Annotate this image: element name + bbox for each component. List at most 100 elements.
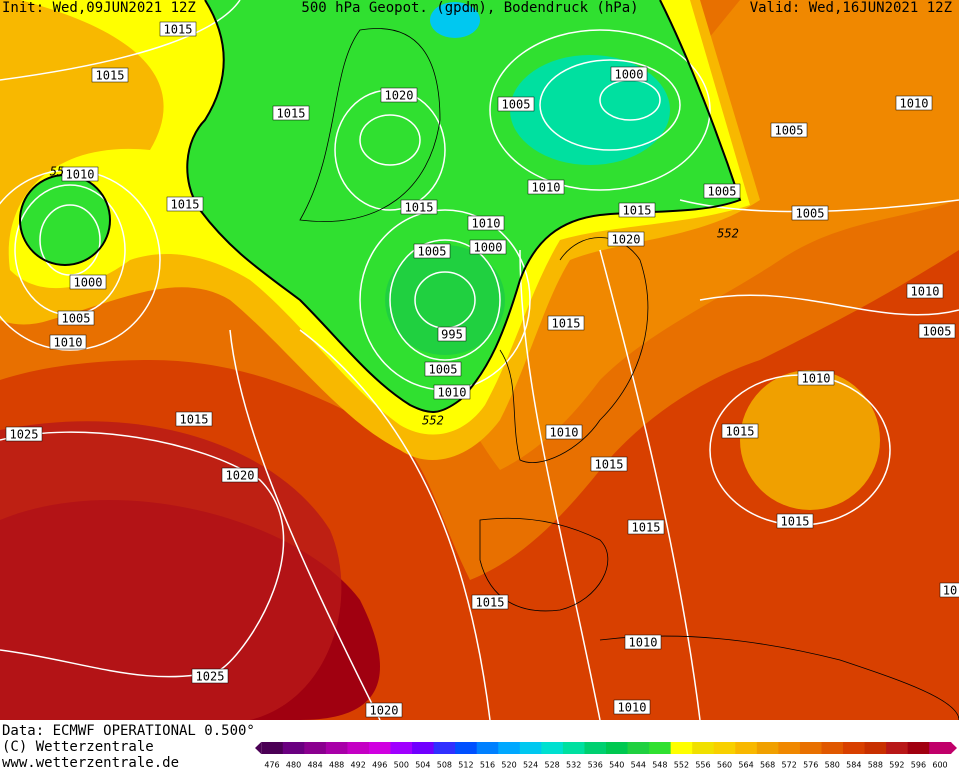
isobar-label-box bbox=[437, 326, 467, 342]
isobar-label-box bbox=[191, 668, 229, 684]
colorbar-swatch bbox=[455, 742, 478, 754]
contour-label: 552 bbox=[422, 414, 444, 428]
colorbar-swatch bbox=[929, 742, 952, 754]
isobar-label-box bbox=[469, 239, 507, 255]
field-orange2 bbox=[430, 0, 959, 470]
colorbar-label: 560 bbox=[717, 761, 732, 770]
isobar-label: 1005 bbox=[796, 207, 825, 221]
footer-url: www.wetterzentrale.de bbox=[2, 755, 179, 770]
isobar-label: 1015 bbox=[632, 521, 661, 535]
colorbar-swatch bbox=[282, 742, 305, 754]
isobar-label-box bbox=[400, 199, 438, 215]
isobar-label-box bbox=[424, 361, 462, 377]
colorbar-swatch bbox=[907, 742, 930, 754]
colorbar-label: 568 bbox=[760, 761, 775, 770]
field-green-west bbox=[20, 175, 110, 265]
colorbar-label: 512 bbox=[458, 761, 473, 770]
isobar-label-box bbox=[776, 513, 814, 529]
field-dark2 bbox=[0, 421, 342, 720]
isobar-label: 1015 bbox=[726, 425, 755, 439]
isobar-label-box bbox=[471, 594, 509, 610]
valid-time: Valid: Wed,16JUN2021 12Z bbox=[750, 0, 952, 16]
colorbar-swatch bbox=[649, 742, 672, 754]
isobar-label-box bbox=[590, 456, 628, 472]
colorbar-label: 552 bbox=[674, 761, 689, 770]
colorbar-label: 532 bbox=[566, 761, 581, 770]
isobar-label: 1025 bbox=[196, 670, 225, 684]
isobar-label-box bbox=[380, 87, 418, 103]
isobar-label-box bbox=[221, 467, 259, 483]
colorbar-swatch bbox=[627, 742, 650, 754]
colorbar-swatch bbox=[713, 742, 736, 754]
isobar-label: 1005 bbox=[775, 124, 804, 138]
isobar-label: 1010 bbox=[472, 217, 501, 231]
isobar-label: 1010 bbox=[618, 701, 647, 715]
colorbar-label: 520 bbox=[501, 761, 516, 770]
isobar-label-box bbox=[895, 95, 933, 111]
colorbar-label: 588 bbox=[868, 761, 883, 770]
colorbar-label: 600 bbox=[932, 761, 947, 770]
colorbar-label: 580 bbox=[825, 761, 840, 770]
isobar-label: 1010 bbox=[54, 336, 83, 350]
isobar-label: 1015 bbox=[277, 107, 306, 121]
isobar-label: 1000 bbox=[474, 241, 503, 255]
colorbar-swatch bbox=[304, 742, 327, 754]
isobar-label: 1020 bbox=[370, 704, 399, 718]
colorbar-swatch bbox=[735, 742, 758, 754]
isobar-label-box bbox=[69, 274, 107, 290]
colorbar-label: 596 bbox=[911, 761, 926, 770]
colorbar-swatch bbox=[433, 742, 456, 754]
isobar-label: 1010 bbox=[532, 181, 561, 195]
isobar-label-box bbox=[791, 205, 829, 221]
colorbar-swatch bbox=[821, 742, 844, 754]
isobar-label-box bbox=[939, 582, 959, 598]
isobar-label-box bbox=[49, 334, 87, 350]
isobar-label: 1010 bbox=[438, 386, 467, 400]
colorbar-label: 556 bbox=[695, 761, 710, 770]
isobar-label-box bbox=[618, 202, 656, 218]
colorbar-swatch bbox=[670, 742, 693, 754]
colorbar-label: 536 bbox=[588, 761, 603, 770]
isobar-label-box bbox=[166, 196, 204, 212]
isobar-label: 1015 bbox=[595, 458, 624, 472]
isobar-label: 1015 bbox=[171, 198, 200, 212]
isobar-label-box bbox=[57, 310, 95, 326]
init-time: Init: Wed,09JUN2021 12Z bbox=[2, 0, 196, 16]
isobar-label: 1000 bbox=[615, 68, 644, 82]
isobar-label: 1010 bbox=[629, 636, 658, 650]
colorbar-swatch bbox=[412, 742, 435, 754]
colorbar-swatch bbox=[368, 742, 392, 754]
isobar-label: 1015 bbox=[623, 204, 652, 218]
isobar-label-box bbox=[272, 105, 310, 121]
colorbar-swatch bbox=[541, 742, 564, 754]
isobar-label-box bbox=[770, 122, 808, 138]
colorbar-swatch bbox=[606, 742, 629, 754]
footer-data: Data: ECMWF OPERATIONAL 0.500° bbox=[2, 723, 255, 739]
colorbar-swatch bbox=[864, 742, 887, 754]
colorbar-label: 500 bbox=[394, 761, 409, 770]
isobar-label-box bbox=[703, 183, 741, 199]
colorbar-swatch bbox=[390, 742, 413, 754]
isobar-label-box bbox=[413, 243, 451, 259]
colorbar-swatch bbox=[756, 742, 779, 754]
isobar-label: 1000 bbox=[74, 276, 103, 290]
colorbar-swatch bbox=[261, 742, 284, 754]
isobar-label: 1025 bbox=[10, 428, 39, 442]
colorbar: 476 480 484 488 492 496 500 504 508 512 516 520 524 5… bbox=[255, 742, 957, 770]
colorbar-label: 548 bbox=[652, 761, 667, 770]
colorbar-label: 540 bbox=[609, 761, 624, 770]
colorbar-swatch bbox=[778, 742, 801, 754]
footer-copyright: (C) Wetterzentrale bbox=[2, 739, 154, 755]
isobar-label-box bbox=[433, 384, 471, 400]
colorbar-swatch bbox=[584, 742, 607, 754]
isobar-label-box bbox=[497, 96, 535, 112]
isobar-label-box bbox=[159, 21, 197, 37]
isobar-label-box bbox=[906, 283, 944, 299]
colorbar-label: 492 bbox=[351, 761, 366, 770]
isobar-label: 1015 bbox=[781, 515, 810, 529]
isobar-label-box bbox=[797, 370, 835, 386]
isobar-label: 1020 bbox=[612, 233, 641, 247]
isobar-label-box bbox=[467, 215, 505, 231]
colorbar-label: 504 bbox=[415, 761, 430, 770]
